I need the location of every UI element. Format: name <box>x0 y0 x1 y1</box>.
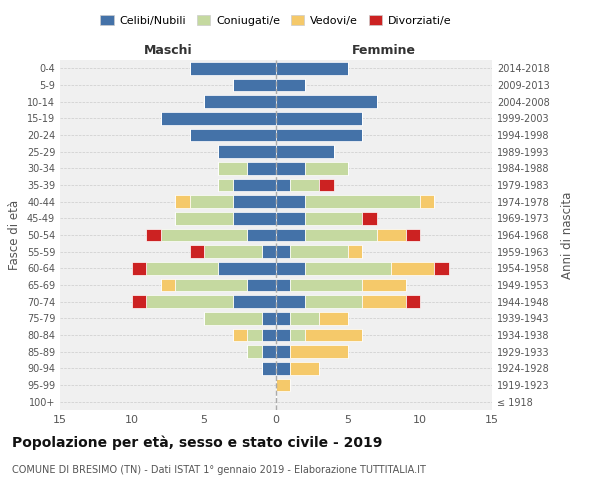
Bar <box>175 279 247 291</box>
Bar <box>276 279 290 291</box>
Bar <box>276 246 290 258</box>
Bar <box>204 312 262 324</box>
Bar <box>276 196 305 208</box>
Bar <box>290 329 305 341</box>
Bar <box>276 229 305 241</box>
Bar <box>434 262 449 274</box>
Bar <box>247 229 276 241</box>
Bar <box>218 262 276 274</box>
Bar <box>420 196 434 208</box>
Bar <box>276 379 290 391</box>
Bar <box>305 212 362 224</box>
Bar <box>290 246 348 258</box>
Bar <box>362 296 406 308</box>
Bar <box>233 329 247 341</box>
Bar <box>218 162 247 174</box>
Bar <box>305 162 348 174</box>
Bar <box>406 229 420 241</box>
Bar <box>233 212 276 224</box>
Bar <box>262 329 276 341</box>
Bar <box>132 262 146 274</box>
Bar <box>262 346 276 358</box>
Bar <box>276 212 305 224</box>
Bar <box>190 129 276 141</box>
Y-axis label: Anni di nascita: Anni di nascita <box>561 192 574 278</box>
Text: Femmine: Femmine <box>352 44 416 57</box>
Bar <box>233 196 276 208</box>
Bar <box>204 246 262 258</box>
Bar <box>146 229 161 241</box>
Bar <box>391 262 434 274</box>
Bar <box>305 229 377 241</box>
Bar <box>262 246 276 258</box>
Text: Popolazione per età, sesso e stato civile - 2019: Popolazione per età, sesso e stato civil… <box>12 435 382 450</box>
Bar <box>190 246 204 258</box>
Bar <box>161 279 175 291</box>
Bar <box>132 296 146 308</box>
Bar <box>175 196 190 208</box>
Bar <box>276 146 334 158</box>
Bar <box>247 162 276 174</box>
Bar <box>377 229 406 241</box>
Bar <box>190 196 233 208</box>
Bar <box>276 262 305 274</box>
Bar <box>348 246 362 258</box>
Text: COMUNE DI BRESIMO (TN) - Dati ISTAT 1° gennaio 2019 - Elaborazione TUTTITALIA.IT: COMUNE DI BRESIMO (TN) - Dati ISTAT 1° g… <box>12 465 426 475</box>
Bar <box>146 296 233 308</box>
Bar <box>290 312 319 324</box>
Bar <box>406 296 420 308</box>
Bar <box>190 62 276 74</box>
Bar <box>305 196 420 208</box>
Bar <box>276 96 377 108</box>
Bar <box>262 362 276 374</box>
Bar <box>276 112 362 124</box>
Bar <box>319 312 348 324</box>
Bar <box>161 112 276 124</box>
Bar <box>276 329 290 341</box>
Bar <box>247 329 262 341</box>
Bar <box>276 129 362 141</box>
Bar <box>362 279 406 291</box>
Bar <box>305 296 362 308</box>
Y-axis label: Fasce di età: Fasce di età <box>8 200 21 270</box>
Bar <box>146 262 218 274</box>
Bar <box>175 212 233 224</box>
Bar <box>218 146 276 158</box>
Bar <box>276 79 305 92</box>
Bar <box>290 346 348 358</box>
Bar <box>233 79 276 92</box>
Bar <box>161 229 247 241</box>
Bar <box>276 312 290 324</box>
Bar <box>290 362 319 374</box>
Bar <box>276 62 348 74</box>
Bar <box>276 179 290 192</box>
Bar <box>276 162 305 174</box>
Bar <box>276 296 305 308</box>
Legend: Celibi/Nubili, Coniugati/e, Vedovi/e, Divorziati/e: Celibi/Nubili, Coniugati/e, Vedovi/e, Di… <box>96 10 456 30</box>
Text: Maschi: Maschi <box>143 44 193 57</box>
Bar <box>319 179 334 192</box>
Bar <box>233 296 276 308</box>
Bar <box>233 179 276 192</box>
Bar <box>218 179 233 192</box>
Bar <box>204 96 276 108</box>
Bar <box>276 362 290 374</box>
Bar <box>290 279 362 291</box>
Bar <box>276 346 290 358</box>
Bar <box>262 312 276 324</box>
Bar <box>290 179 319 192</box>
Bar <box>305 329 362 341</box>
Bar <box>362 212 377 224</box>
Bar <box>247 279 276 291</box>
Bar <box>247 346 262 358</box>
Bar <box>305 262 391 274</box>
